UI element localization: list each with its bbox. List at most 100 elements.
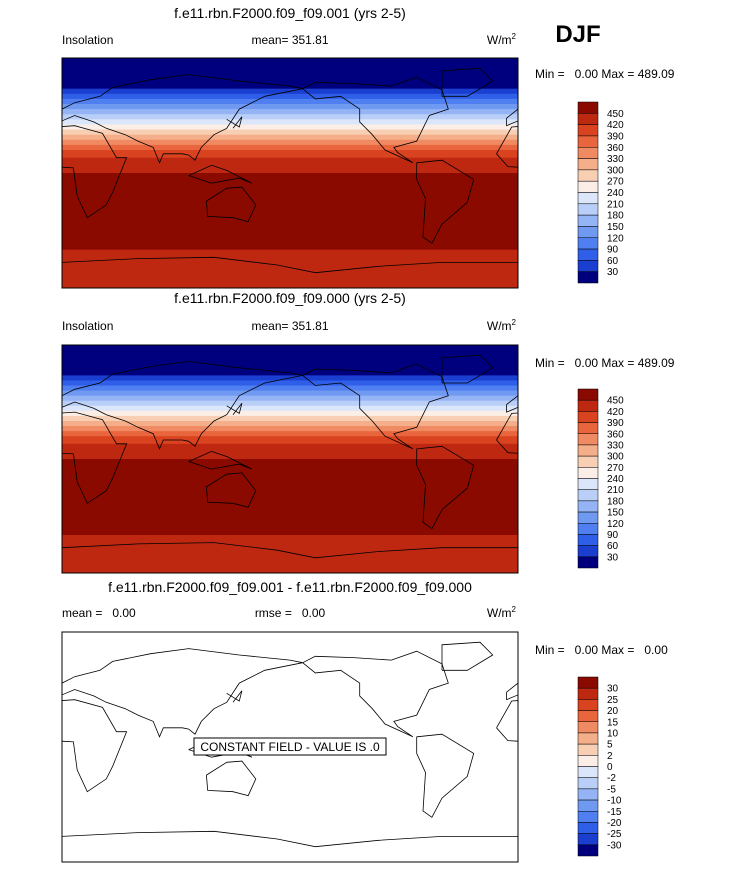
colorbar-label: 210 [607, 485, 624, 496]
colorbar-label: 360 [607, 143, 624, 154]
colorbar-label: 30 [607, 684, 619, 695]
colorbar-label: 30 [607, 552, 619, 563]
coastline [683, 117, 698, 129]
colorbar-label: 120 [607, 519, 624, 530]
field-band [62, 395, 518, 402]
coastline [0, 543, 62, 558]
colorbar-box [577, 534, 599, 546]
annotation-box [193, 737, 387, 756]
field-band [62, 415, 518, 422]
coastline [0, 446, 18, 528]
colorbar-box [577, 388, 599, 401]
field-band [62, 249, 518, 288]
colorbar-box [577, 101, 599, 114]
colorbar-label: 390 [607, 418, 624, 429]
season-label: DJF [555, 21, 600, 48]
colorbar-label: -20 [607, 818, 622, 829]
field-band [62, 109, 518, 115]
coastline [645, 165, 708, 183]
colorbar-box [577, 687, 599, 700]
colorbar-label: 300 [607, 452, 624, 463]
field-band [62, 104, 518, 110]
colorbar-label: 330 [607, 154, 624, 165]
field-band [62, 451, 518, 460]
colorbar-box [577, 226, 599, 238]
colorbar-label: 0 [607, 762, 613, 773]
colorbar-label: 150 [607, 508, 624, 519]
center-label: mean= 351.81 [251, 33, 328, 47]
colorbar-box [577, 113, 599, 125]
field-band [62, 165, 518, 174]
field-band [62, 443, 518, 452]
units-label: W/m2 [487, 318, 517, 333]
coastline [0, 355, 37, 383]
field-band [62, 345, 518, 376]
colorbar-box [577, 489, 599, 502]
coastline [496, 700, 518, 742]
colorbar-box [577, 455, 599, 468]
colorbar-box [577, 433, 599, 446]
colorbar-box [577, 822, 599, 834]
coastline [302, 76, 449, 164]
coastline [645, 451, 708, 469]
map-frame [61, 57, 519, 289]
field-band [62, 380, 518, 387]
colorbar-label: 270 [607, 463, 624, 474]
colorbar-label: 120 [607, 233, 624, 244]
coastline [62, 74, 303, 164]
colorbar-box [577, 180, 599, 193]
colorbar-label: 420 [607, 120, 624, 131]
colorbar-box [577, 710, 599, 722]
field-band [62, 400, 518, 407]
colorbar-box [577, 147, 599, 159]
colorbar-box [577, 411, 599, 423]
colorbar-label: 2 [607, 751, 613, 762]
colorbar-label: 210 [607, 199, 624, 210]
colorbar-label: 10 [607, 728, 619, 739]
field-band [62, 426, 518, 432]
colorbar-box [577, 788, 599, 801]
coastline [416, 445, 475, 530]
colorbar-box [577, 545, 599, 558]
colorbar-box [577, 833, 599, 846]
colorbar-label: 450 [607, 396, 624, 407]
field-band [62, 410, 518, 417]
field-band [62, 390, 518, 397]
field-band [62, 459, 518, 536]
colorbar-box [577, 799, 599, 812]
colorbar-label: 90 [607, 530, 619, 541]
colorbar-box [577, 124, 599, 137]
colorbar-box [577, 192, 599, 205]
coastline [517, 547, 518, 548]
coastline [302, 650, 449, 738]
coastline [62, 648, 303, 738]
colorbar-box [577, 556, 599, 569]
coastline [188, 450, 253, 470]
panel-title: f.e11.rbn.F2000.f09_f09.001 (yrs 2-5) [174, 5, 406, 21]
panel-title: f.e11.rbn.F2000.f09_f09.000 (yrs 2-5) [174, 290, 406, 306]
colorbar-box [577, 766, 599, 778]
colorbar-label: 330 [607, 440, 624, 451]
coastline [441, 67, 494, 97]
coastline [517, 835, 518, 837]
coastline [206, 186, 257, 223]
units-label: W/m2 [487, 605, 517, 620]
field-band [62, 421, 518, 427]
field-band [62, 119, 518, 125]
colorbar-label: 390 [607, 131, 624, 142]
colorbar-label: 25 [607, 695, 619, 706]
coastline [226, 403, 243, 415]
colorbar-label: 5 [607, 740, 613, 751]
colorbar-box [577, 755, 599, 767]
colorbar-box [577, 511, 599, 524]
colorbar-box [577, 399, 599, 412]
coastline [0, 642, 37, 670]
map-frame [61, 631, 519, 863]
left-label: Insolation [62, 33, 113, 47]
min-max: Min = 0.00 Max = 489.09 [535, 67, 675, 81]
colorbar-label: 150 [607, 222, 624, 233]
map [62, 58, 708, 288]
colorbar-label: -2 [607, 773, 616, 784]
min-max: Min = 0.00 Max = 0.00 [535, 643, 668, 657]
